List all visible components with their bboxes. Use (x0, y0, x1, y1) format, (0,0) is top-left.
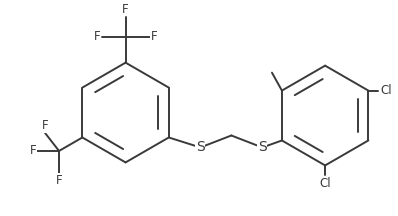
Text: Cl: Cl (380, 84, 392, 97)
Text: S: S (196, 140, 205, 154)
Text: F: F (150, 30, 157, 43)
Text: F: F (56, 174, 62, 187)
Text: F: F (42, 119, 49, 132)
Text: Cl: Cl (319, 177, 331, 190)
Text: F: F (122, 3, 129, 16)
Text: F: F (29, 145, 36, 157)
Text: S: S (258, 140, 267, 154)
Text: F: F (94, 30, 101, 43)
